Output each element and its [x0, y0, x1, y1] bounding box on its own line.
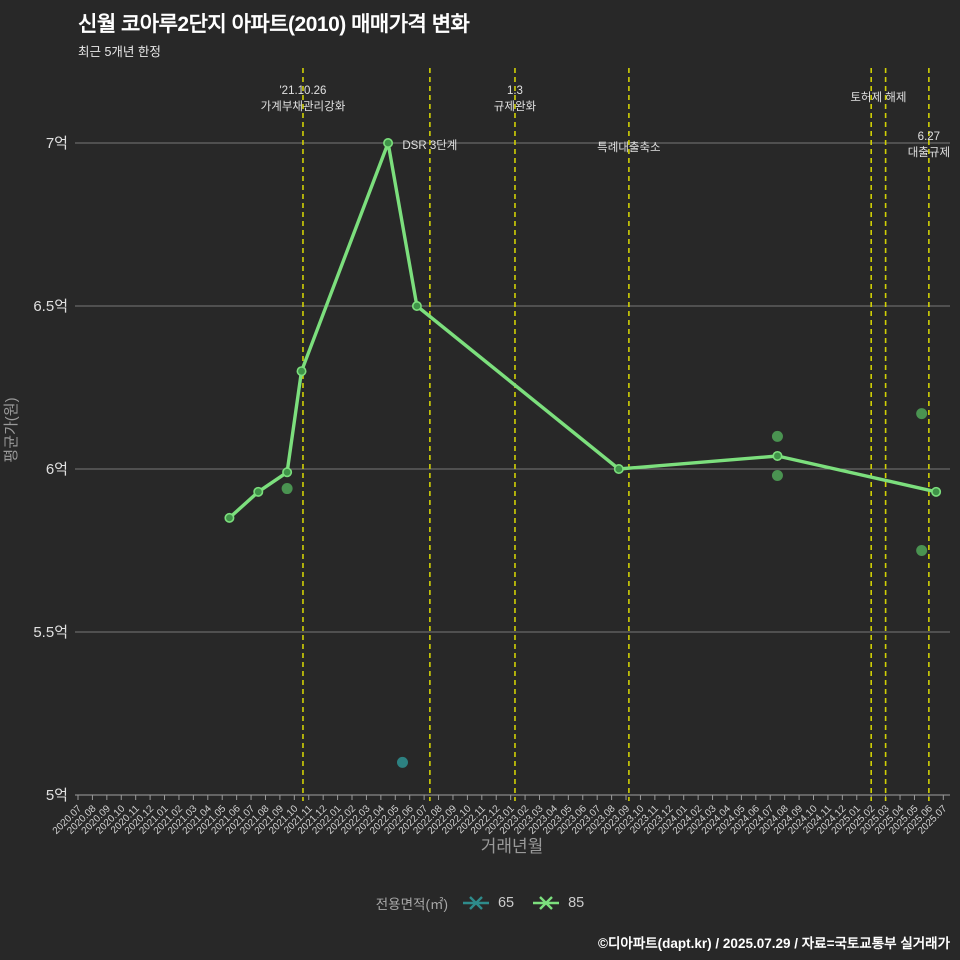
- policy-event-label: 토허제 해제: [850, 91, 906, 104]
- legend-item-label: 85: [568, 895, 585, 911]
- legend-items: 65 85: [462, 895, 584, 911]
- line-asterisk-marker-icon: [462, 896, 489, 910]
- y-tick-label: 6억: [46, 461, 68, 478]
- y-tick-label: 5억: [46, 787, 68, 804]
- policy-event-label: 1.3: [507, 85, 523, 97]
- y-tick-label: 5.5억: [33, 624, 68, 641]
- copyright-source-text: ©디아파트(dapt.kr) / 2025.07.29 / 자료=국토교통부 실…: [598, 936, 950, 951]
- scatter-point-65[interactable]: [396, 756, 408, 768]
- data-point-marker-85[interactable]: [224, 512, 235, 523]
- legend-item-85[interactable]: 85: [532, 895, 584, 911]
- scatter-point-85-individual-sales[interactable]: [281, 483, 293, 495]
- policy-event-label: DSR 3단계: [402, 139, 457, 152]
- y-axis-title: 평균가(원): [3, 397, 20, 462]
- policy-event-label: 특례대출축소: [597, 141, 660, 154]
- legend-title: 전용면적(㎡): [375, 897, 448, 912]
- policy-event-label: '21.10.26: [279, 85, 326, 97]
- series-line-85: [228, 141, 937, 520]
- chart-legend: 전용면적(㎡) 65 85: [0, 893, 960, 913]
- line-asterisk-marker-icon: [533, 896, 560, 910]
- data-point-marker-85[interactable]: [383, 138, 394, 149]
- page-title: 신월 코아루2단지 아파트(2010) 매매가격 변화: [78, 13, 470, 36]
- y-tick-label: 7억: [46, 135, 68, 152]
- data-point-marker-85[interactable]: [282, 467, 293, 478]
- data-point-marker-85[interactable]: [772, 450, 783, 461]
- data-point-marker-85[interactable]: [296, 366, 307, 377]
- scatter-point-85-individual-sales[interactable]: [771, 430, 783, 442]
- scatter-point-85-individual-sales[interactable]: [916, 408, 928, 420]
- scatter-point-85-individual-sales[interactable]: [771, 470, 783, 482]
- x-axis-title: 거래년월: [481, 837, 544, 856]
- legend-item-label: 65: [497, 895, 515, 911]
- policy-event-label: 6.27: [918, 131, 940, 143]
- data-point-marker-85[interactable]: [411, 300, 422, 311]
- y-tick-label: 6.5억: [33, 298, 68, 315]
- data-point-marker-85[interactable]: [931, 486, 942, 497]
- data-point-marker-85[interactable]: [253, 486, 264, 497]
- legend-item-65[interactable]: 65: [462, 895, 514, 911]
- policy-event-label: 규제완화: [494, 100, 537, 113]
- policy-event-label: 대출규제: [908, 146, 950, 159]
- page-subtitle: 최근 5개년 한정: [78, 45, 161, 59]
- policy-event-label: 가계부채관리강화: [261, 100, 346, 113]
- scatter-point-85-individual-sales[interactable]: [916, 545, 928, 556]
- data-point-marker-85[interactable]: [613, 463, 624, 474]
